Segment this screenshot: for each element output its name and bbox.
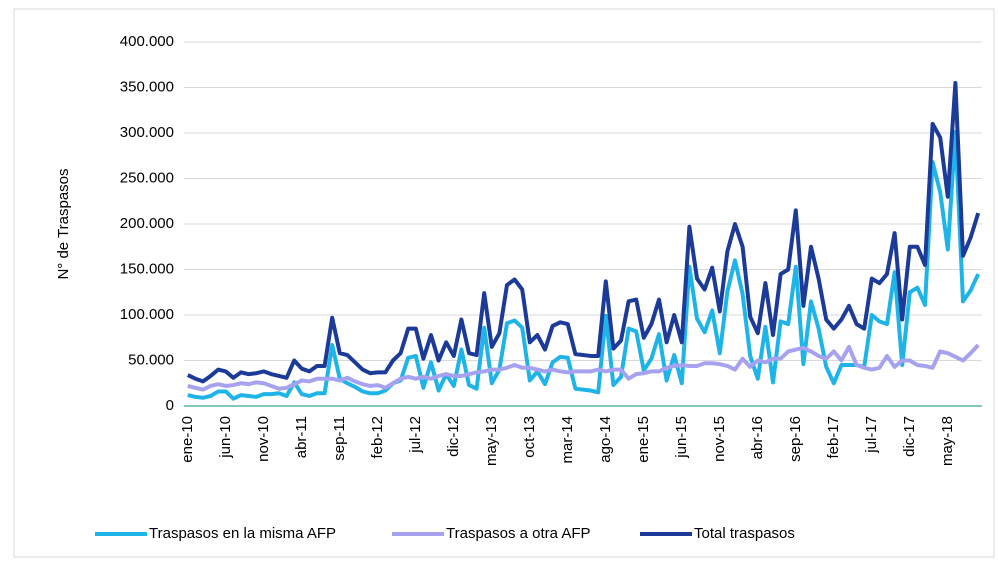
x-tick-label: may-18 [939,416,956,466]
x-tick-label: oct-13 [521,416,538,458]
y-tick-label: 250.000 [120,169,174,186]
series-line [187,130,981,401]
x-tick-label: jun-15 [673,416,690,459]
x-tick-label: sep-11 [331,416,348,461]
y-tick-label: 400.000 [120,33,174,50]
x-tick-label: ago-14 [597,416,614,463]
series-line [186,80,981,384]
x-tick-label: abr-16 [749,416,766,459]
chart-frame [13,8,995,558]
x-tick-label: mar-14 [559,416,576,464]
y-tick-label: 100.000 [120,306,174,323]
series-line [187,343,980,392]
x-tick-label: nov-15 [711,416,728,462]
y-tick-label: 350.000 [120,78,174,95]
x-tick-label: abr-11 [293,416,310,458]
legend-label: Total traspasos [694,525,795,542]
y-tick-label: 150.000 [120,260,174,277]
legend-label: Traspasos a otra AFP [446,525,591,542]
x-tick-label: nov-10 [255,416,272,462]
x-tick-label: feb-12 [369,416,386,459]
y-axis-label: N° de Traspasos [55,168,72,279]
x-tick-label: jul-12 [407,416,424,454]
x-tick-label: jul-17 [863,416,880,454]
x-tick-label: feb-17 [825,416,842,459]
x-tick-label: ene-15 [635,416,652,463]
y-tick-label: 50.000 [128,351,174,368]
x-tick-label: ene-10 [179,416,196,463]
x-tick-label: sep-16 [787,416,804,462]
x-tick-label: may-13 [483,416,500,466]
x-tick-label: dic-17 [901,416,918,457]
y-tick-label: 0 [166,397,174,414]
x-tick-label: jun-10 [217,416,234,459]
legend-label: Traspasos en la misma AFP [149,525,336,542]
y-tick-label: 300.000 [120,124,174,141]
y-tick-label: 200.000 [120,215,174,232]
x-tick-label: dic-12 [445,416,462,457]
